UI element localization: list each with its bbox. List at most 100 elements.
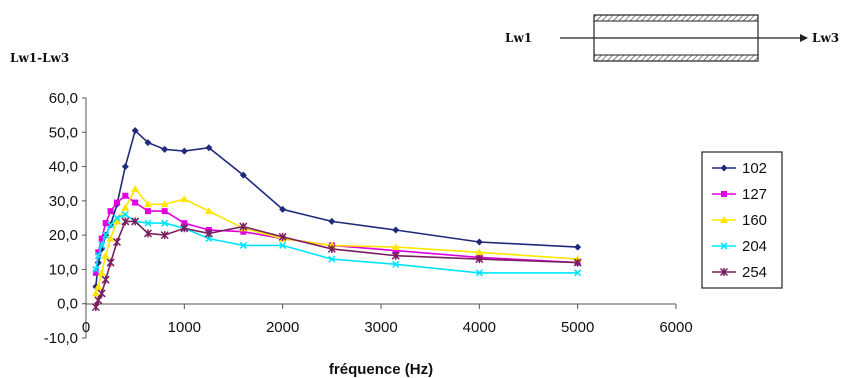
legend: 102 127 160 204 254	[712, 160, 767, 281]
x-tick-label: 2000	[266, 319, 299, 336]
data-point-254	[112, 237, 122, 247]
y-tick-label: -10,0	[44, 330, 78, 347]
series-line-102	[95, 129, 578, 287]
y-tick-label: 40,0	[49, 159, 78, 176]
legend-label: 102	[742, 160, 767, 177]
data-point-204	[102, 231, 110, 239]
legend-label: 204	[742, 238, 767, 255]
data-point-102	[205, 144, 213, 152]
data-point-160	[180, 195, 189, 203]
data-point-160	[106, 234, 115, 242]
data-point-127	[392, 247, 399, 254]
data-point-102	[144, 139, 152, 147]
diagram-inlet-label: Lw1	[505, 31, 532, 45]
data-point-254	[94, 296, 103, 305]
data-point-127	[107, 208, 114, 215]
legend-label: 254	[742, 264, 767, 281]
data-point-254	[106, 258, 115, 267]
data-point-160	[391, 243, 400, 251]
data-point-102	[328, 217, 336, 225]
data-point-127	[122, 192, 129, 199]
x-tick-label: 1000	[168, 319, 201, 336]
data-point-102	[475, 238, 483, 246]
legend-label: 127	[742, 186, 767, 203]
data-point-204	[98, 241, 106, 249]
data-point-127	[132, 199, 139, 206]
data-point-254	[91, 303, 100, 312]
data-point-204	[392, 260, 400, 268]
data-point-160	[131, 184, 140, 192]
legend-item-102: 102	[712, 160, 767, 177]
data-point-254	[101, 275, 110, 284]
duct-lining-bottom	[594, 55, 758, 61]
data-point-204	[328, 255, 336, 263]
data-point-254	[327, 244, 336, 253]
y-tick-label: 60,0	[49, 90, 78, 107]
data-point-254	[121, 217, 130, 226]
data-point-102	[180, 147, 188, 155]
legend-label: 160	[742, 212, 767, 229]
data-point-160	[160, 200, 169, 208]
y-tick-label: 20,0	[49, 227, 78, 244]
legend-item-204: 204	[712, 238, 767, 255]
x-ticks: 0 1000 2000 3000 4000 5000 6000	[82, 304, 693, 336]
data-point-127	[113, 199, 120, 206]
x-tick-label: 4000	[463, 319, 496, 336]
data-point-102	[574, 243, 582, 251]
data-point-204	[121, 211, 129, 219]
data-point-204	[161, 219, 169, 227]
data-point-160	[112, 217, 121, 225]
legend-swatch-marker	[720, 216, 728, 223]
data-point-160	[101, 251, 110, 259]
x-axis-title: fréquence (Hz)	[329, 361, 433, 378]
series-group	[91, 127, 582, 312]
data-point-254	[97, 289, 106, 298]
data-point-204	[94, 252, 102, 260]
data-point-102	[392, 226, 400, 234]
y-ticks: -10,0 0,0 10,0 20,0 30,0 40,0 50,0 60,0	[44, 90, 86, 347]
data-point-102	[161, 145, 169, 153]
data-point-160	[475, 248, 484, 256]
data-point-127	[181, 220, 188, 227]
y-tick-label: 10,0	[49, 261, 78, 278]
legend-swatch-marker	[719, 267, 729, 277]
data-point-204	[279, 241, 287, 249]
data-point-204	[107, 221, 115, 229]
data-point-204	[239, 241, 247, 249]
data-point-160	[121, 203, 130, 211]
duct-lining-top	[594, 15, 758, 21]
x-tick-label: 0	[82, 319, 90, 336]
data-point-204	[205, 235, 213, 243]
legend-item-127: 127	[712, 186, 767, 203]
data-point-254	[391, 251, 400, 260]
data-point-102	[121, 163, 129, 171]
data-point-204	[92, 265, 100, 273]
data-point-204	[144, 219, 152, 227]
data-point-102	[131, 127, 139, 135]
data-point-254	[160, 231, 169, 240]
data-point-127	[102, 220, 109, 227]
data-point-102	[239, 171, 247, 179]
data-point-160	[94, 282, 103, 290]
legend-item-254: 254	[712, 264, 767, 281]
series-line-160	[95, 187, 578, 294]
data-point-254	[278, 232, 287, 241]
data-point-127	[98, 235, 105, 242]
x-tick-label: 5000	[561, 319, 594, 336]
data-point-160	[97, 268, 106, 276]
x-tick-label: 3000	[364, 319, 397, 336]
diagram-outlet-label: Lw3	[812, 31, 839, 45]
x-tick-label: 6000	[659, 319, 692, 336]
legend-swatch-marker	[721, 191, 727, 197]
data-point-254	[475, 255, 484, 264]
data-point-127	[240, 228, 247, 235]
y-tick-label: 50,0	[49, 124, 78, 141]
legend-swatch-marker	[720, 242, 728, 250]
data-point-254	[143, 229, 152, 238]
data-point-204	[574, 269, 582, 277]
data-point-127	[95, 249, 102, 256]
series-254	[91, 217, 582, 312]
y-tick-label: 0,0	[57, 296, 78, 313]
diagram-arrow-head	[800, 34, 808, 42]
